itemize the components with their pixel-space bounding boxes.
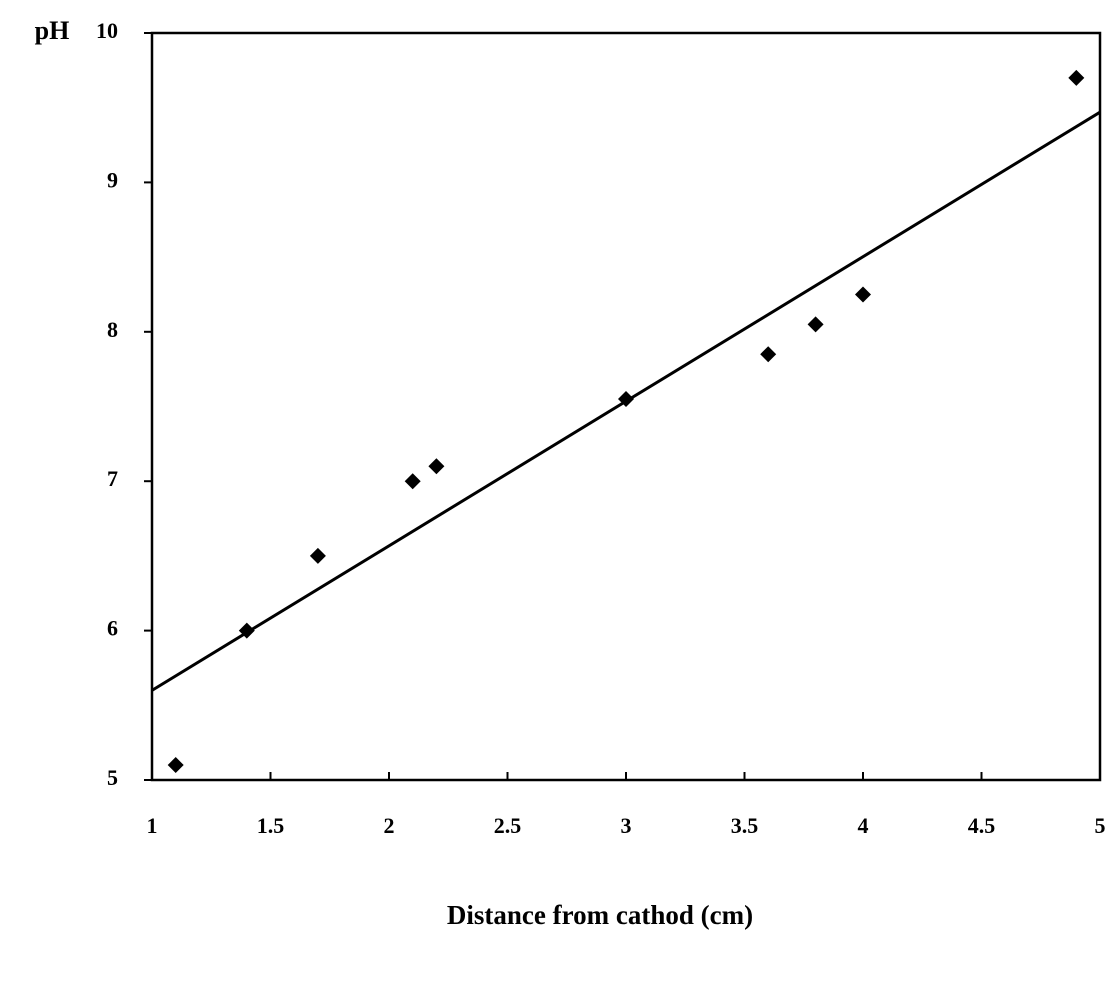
- x-tick-label: 4.5: [968, 813, 996, 838]
- y-tick-label: 10: [96, 18, 118, 43]
- x-tick-label: 1.5: [257, 813, 285, 838]
- point: [1068, 69, 1085, 86]
- x-axis-label: Distance from cathod (cm): [447, 900, 753, 930]
- x-tick-label: 3.5: [731, 813, 759, 838]
- y-tick-label: 5: [107, 765, 118, 790]
- y-tick-label: 7: [107, 466, 118, 491]
- x-tick-label: 4: [858, 813, 869, 838]
- x-tick-label: 1: [147, 813, 158, 838]
- y-tick-label: 9: [107, 167, 118, 192]
- point: [855, 286, 871, 303]
- point: [618, 391, 634, 408]
- point: [167, 757, 184, 774]
- point: [760, 346, 777, 363]
- point: [238, 622, 255, 639]
- y-axis-label: pH: [35, 16, 70, 45]
- x-tick-label: 5: [1095, 813, 1106, 838]
- point: [404, 473, 421, 490]
- y-tick-label: 6: [107, 616, 118, 641]
- point: [807, 316, 824, 333]
- point: [428, 458, 445, 475]
- x-tick-label: 2.5: [494, 813, 522, 838]
- point: [309, 547, 326, 564]
- y-tick-label: 8: [107, 317, 118, 342]
- x-tick-label: 2: [384, 813, 395, 838]
- x-tick-label: 3: [621, 813, 632, 838]
